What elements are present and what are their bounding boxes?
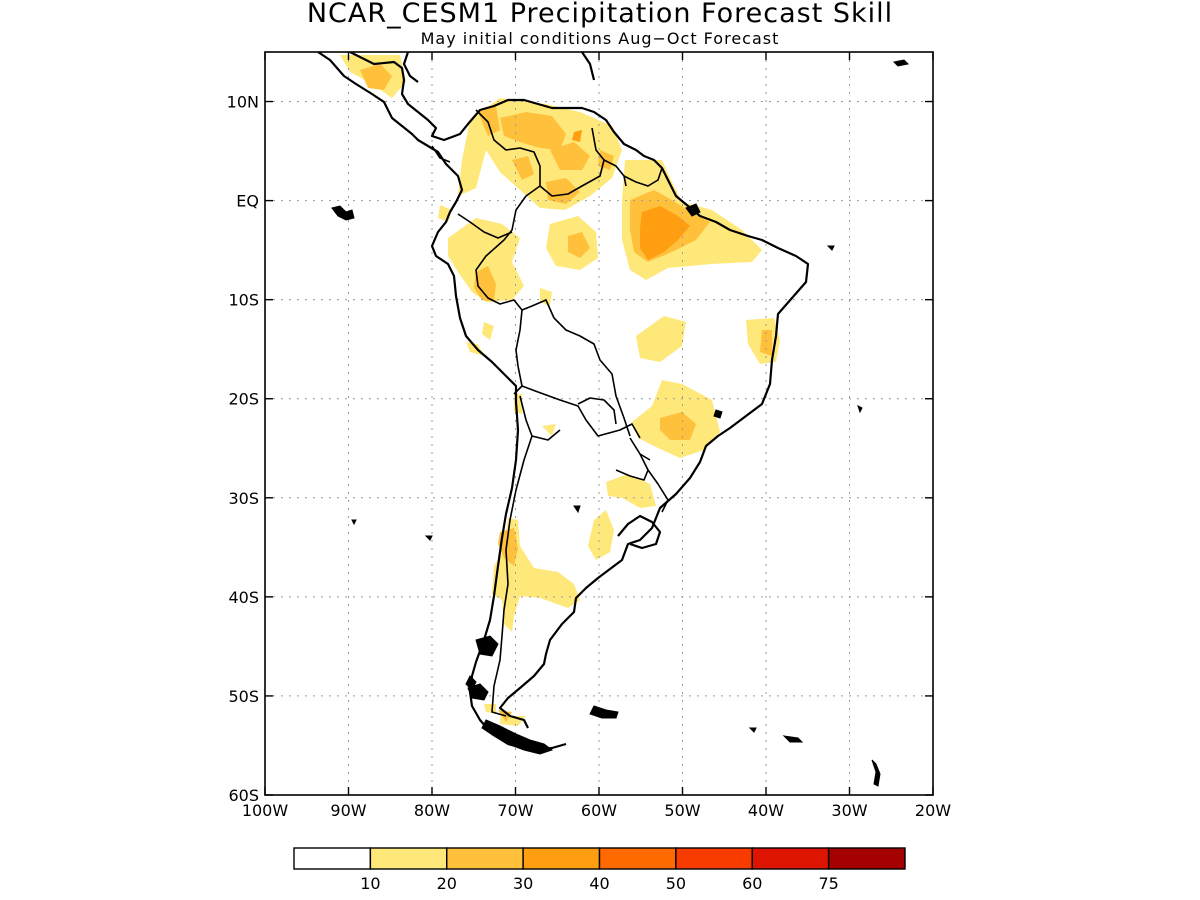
x-tick-label: 70W (497, 801, 533, 820)
colorbar-swatch (446, 847, 524, 870)
colorbar-swatch (827, 847, 906, 870)
y-tick-label: 10N (227, 93, 259, 112)
colorbar-swatch (675, 847, 753, 870)
y-tick-label: EQ (236, 192, 259, 211)
map-subtitle: May initial conditions Aug−Oct Forecast (421, 29, 780, 48)
x-tick-label: 100W (242, 801, 289, 820)
colorbar-swatch (598, 847, 677, 870)
colorbar-label: 30 (513, 874, 533, 893)
country-borders (431, 109, 669, 717)
colorbar-swatch (293, 847, 372, 870)
skill-shading (340, 55, 780, 726)
skill-30-40 (572, 130, 690, 260)
colorbar-label: 60 (742, 874, 762, 893)
colorbar-label: 50 (666, 874, 686, 893)
axis-tick-labels: 100W 90W 80W 70W 60W 50W 40W 30W 20W 10N EQ 10S 20S 3… (227, 93, 952, 820)
map-area (265, 52, 933, 795)
x-tick-label: 20W (915, 801, 951, 820)
islands (331, 59, 910, 787)
colorbar (293, 847, 906, 870)
colorbar-label: 40 (589, 874, 609, 893)
y-tick-label: 30S (228, 489, 259, 508)
axis-ticks (264, 52, 934, 796)
skill-20-30 (360, 64, 772, 722)
x-tick-label: 30W (831, 801, 867, 820)
colorbar-label: 75 (818, 874, 838, 893)
y-tick-label: 40S (228, 588, 259, 607)
x-tick-label: 50W (664, 801, 700, 820)
y-tick-label: 60S (228, 786, 259, 805)
x-tick-label: 80W (414, 801, 450, 820)
y-tick-label: 50S (228, 687, 259, 706)
colorbar-swatch (522, 847, 601, 870)
colorbar-swatch (369, 847, 448, 870)
y-tick-label: 10S (228, 291, 259, 310)
y-tick-label: 20S (228, 390, 259, 409)
colorbar-label: 10 (360, 874, 380, 893)
colorbar-label: 20 (437, 874, 457, 893)
map-title: NCAR_CESM1 Precipitation Forecast Skill (307, 0, 893, 29)
colorbar-swatch (751, 847, 830, 870)
x-tick-label: 60W (581, 801, 617, 820)
x-tick-label: 40W (748, 801, 784, 820)
colorbar-labels: 10 20 30 40 50 60 75 (360, 874, 839, 893)
x-tick-label: 90W (330, 801, 366, 820)
